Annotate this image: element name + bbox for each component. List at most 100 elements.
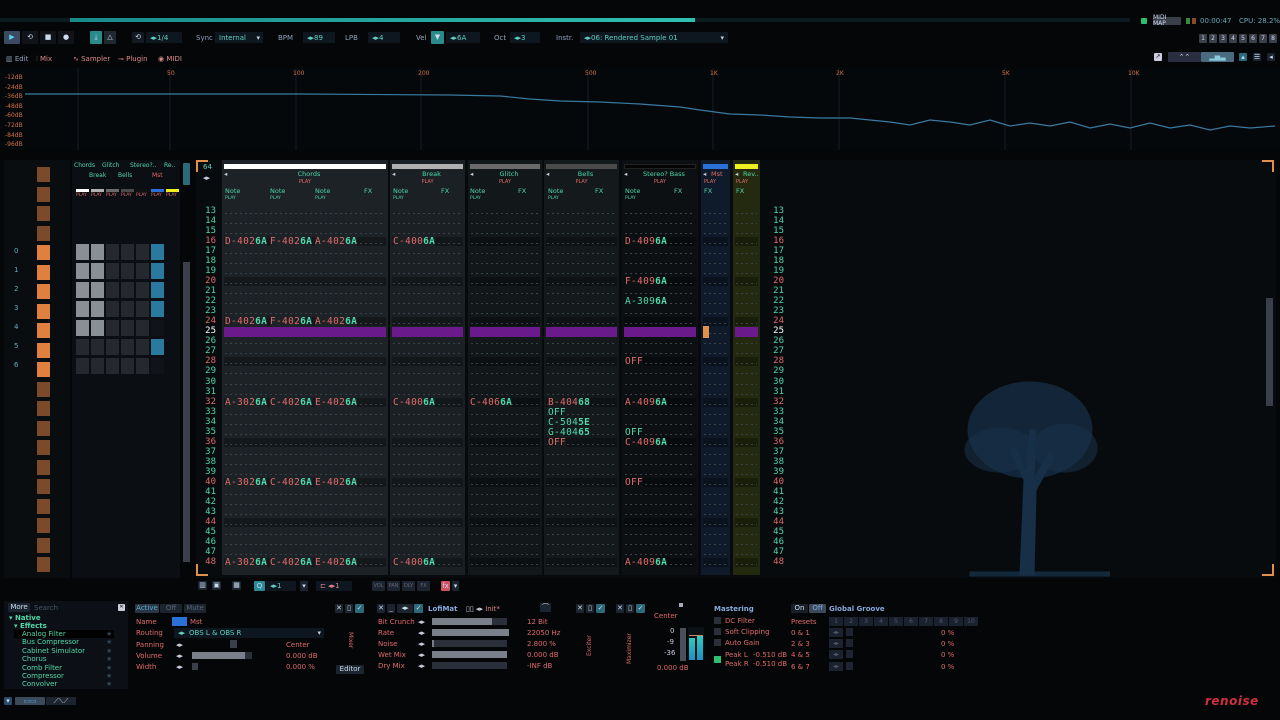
tree-native[interactable]: ▾ Native (9, 614, 41, 622)
empty-cell[interactable] (225, 503, 385, 505)
editor-button[interactable]: Editor (336, 665, 364, 674)
pattern-view-icon[interactable]: ▥ (198, 581, 207, 590)
sequence-slot[interactable] (37, 401, 50, 416)
empty-cell[interactable] (471, 463, 539, 465)
empty-cell[interactable] (225, 383, 385, 385)
chevron-down-icon[interactable]: ▾ (452, 581, 459, 591)
empty-cell[interactable] (393, 383, 462, 385)
empty-cell[interactable] (225, 423, 385, 425)
matrix-slot[interactable] (121, 358, 134, 374)
empty-cell[interactable] (471, 523, 539, 525)
note-cell[interactable]: C-4096A (625, 437, 668, 447)
matrix-slot[interactable] (106, 358, 119, 374)
empty-cell[interactable] (625, 503, 695, 505)
metronome-button[interactable]: △ (104, 31, 116, 44)
empty-cell[interactable] (704, 493, 727, 495)
track-bells[interactable]: Bells ◂ PLAY Note PLAY FX (544, 160, 619, 575)
empty-cell[interactable] (471, 253, 539, 255)
empty-cell[interactable] (547, 363, 616, 365)
edit-step-field[interactable]: ◂▸ 1 (266, 581, 296, 591)
empty-cell[interactable] (736, 453, 757, 455)
track-view-icon[interactable]: ▣ (212, 581, 221, 590)
empty-cell[interactable] (393, 303, 462, 305)
empty-cell[interactable] (393, 313, 462, 315)
groove-step-button[interactable]: 4 (874, 617, 888, 626)
preset-field[interactable]: ▯▯ ◂▸ Init* (466, 605, 500, 613)
empty-cell[interactable] (704, 463, 727, 465)
empty-cell[interactable] (625, 273, 695, 275)
empty-cell[interactable] (471, 303, 539, 305)
matrix-slot[interactable] (106, 282, 119, 298)
empty-cell[interactable] (704, 293, 727, 295)
empty-cell[interactable] (471, 213, 539, 214)
empty-cell[interactable] (736, 513, 757, 515)
sequence-slot[interactable] (37, 498, 50, 514)
empty-cell[interactable] (625, 554, 695, 556)
tab-plugin[interactable]: ⊸ Plugin (118, 55, 148, 63)
collapse-arrow-icon[interactable]: ◂ (624, 170, 628, 178)
empty-cell[interactable] (736, 233, 757, 235)
groove-arrows[interactable]: ◂▸ (829, 650, 843, 660)
empty-cell[interactable] (736, 463, 757, 465)
empty-cell[interactable] (393, 353, 462, 355)
favorite-star-icon[interactable]: ★ (106, 672, 113, 680)
empty-cell[interactable] (625, 463, 695, 465)
matrix-slot[interactable] (76, 301, 89, 317)
note-cell[interactable]: D-4026A (225, 237, 268, 246)
note-cell[interactable]: C-4006A (393, 397, 436, 407)
empty-cell[interactable] (225, 343, 385, 345)
empty-cell[interactable] (471, 323, 539, 325)
expand-icon[interactable]: ▾ (4, 697, 12, 705)
empty-cell[interactable] (625, 383, 695, 385)
groove-on-button[interactable]: On (791, 604, 808, 613)
track-name[interactable]: Mst (711, 170, 723, 178)
enabled-check-icon[interactable]: ✓ (636, 604, 645, 613)
empty-cell[interactable] (547, 283, 616, 285)
empty-cell[interactable] (547, 523, 616, 525)
matrix-slot[interactable] (121, 320, 134, 336)
empty-cell[interactable] (225, 303, 385, 305)
track-number-button[interactable]: 2 (1209, 34, 1217, 43)
empty-cell[interactable] (471, 423, 539, 425)
empty-cell[interactable] (736, 253, 757, 255)
note-cell[interactable]: OFF (625, 357, 644, 367)
note-cell[interactable]: F-4026A (270, 317, 313, 327)
browser-search[interactable]: Search (34, 604, 59, 612)
empty-cell[interactable] (393, 373, 462, 375)
empty-cell[interactable] (704, 333, 727, 335)
sequence-slot[interactable] (37, 206, 50, 221)
sequence-slot[interactable] (37, 381, 50, 397)
empty-cell[interactable] (471, 554, 539, 556)
empty-cell[interactable] (625, 373, 695, 375)
empty-cell[interactable] (704, 423, 727, 425)
fx-button[interactable]: fx (441, 581, 450, 591)
empty-cell[interactable] (471, 283, 539, 285)
empty-cell[interactable] (547, 493, 616, 495)
empty-cell[interactable] (736, 243, 757, 245)
empty-cell[interactable] (471, 233, 539, 235)
block-loop-button[interactable]: ⟲ (132, 32, 144, 43)
empty-cell[interactable] (225, 233, 385, 235)
matrix-slot[interactable] (136, 320, 149, 336)
groove-step-button[interactable]: 2 (844, 617, 858, 626)
matrix-slot[interactable] (121, 301, 134, 317)
pattern-scrollbar[interactable] (1266, 298, 1273, 406)
tree-effects[interactable]: ▾ Effects (14, 622, 47, 630)
track-number-button[interactable]: 1 (1199, 34, 1207, 43)
empty-cell[interactable] (393, 533, 462, 535)
close-device-icon[interactable]: ✕ (377, 604, 385, 613)
matrix-slot[interactable] (151, 244, 164, 260)
fx-column-toggle[interactable]: FX (417, 581, 430, 591)
empty-cell[interactable] (736, 493, 757, 495)
track-name-field[interactable]: Mst (190, 618, 203, 626)
master-volume-fader[interactable] (680, 628, 686, 661)
routing-select[interactable]: ◂▸ OBS L & OBS R ▾ (174, 628, 324, 638)
empty-cell[interactable] (704, 263, 727, 265)
empty-cell[interactable] (225, 413, 385, 415)
scope-button[interactable]: ⌃⌃ (1168, 52, 1201, 62)
empty-cell[interactable] (393, 433, 462, 435)
empty-cell[interactable] (736, 403, 757, 405)
empty-cell[interactable] (704, 303, 727, 305)
soft-clipping-checkbox[interactable] (714, 628, 721, 635)
empty-cell[interactable] (625, 213, 695, 214)
